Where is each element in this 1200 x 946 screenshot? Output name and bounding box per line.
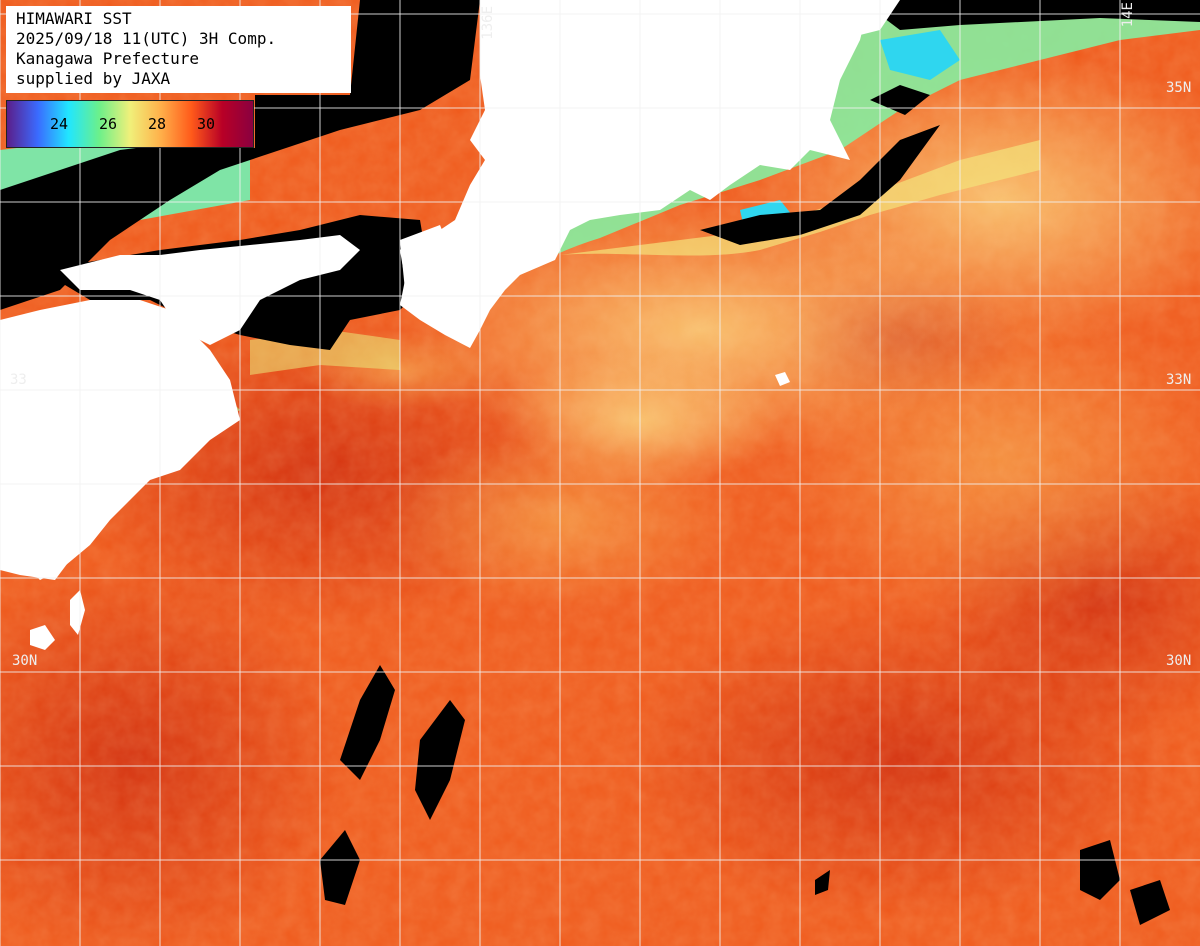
no-data-area bbox=[870, 85, 930, 115]
no-data-area bbox=[340, 665, 395, 780]
product-title: HIMAWARI SST bbox=[16, 9, 132, 28]
land-shikoku bbox=[60, 235, 360, 345]
latitude-label: 35N bbox=[1166, 80, 1192, 96]
no-data-area bbox=[1080, 840, 1120, 900]
land-kii-peninsula bbox=[400, 225, 450, 300]
legend-tick-label: 24 bbox=[49, 115, 69, 133]
land-honshu bbox=[400, 0, 870, 348]
cold-coastal-water bbox=[880, 30, 960, 80]
land-island bbox=[70, 590, 85, 635]
image-info-box: HIMAWARI SST 2025/09/18 11(UTC) 3H Comp.… bbox=[6, 6, 351, 93]
latitude-label: 33N bbox=[1166, 372, 1192, 388]
no-data-area bbox=[320, 830, 360, 905]
no-data-area bbox=[1130, 880, 1170, 925]
latitude-label: 33 bbox=[10, 372, 27, 388]
latitude-label: 30N bbox=[1166, 653, 1192, 669]
land-kyushu-south bbox=[0, 520, 70, 580]
land-island bbox=[775, 372, 790, 386]
no-data-area bbox=[860, 0, 1200, 30]
latitude-label: 30N bbox=[12, 653, 38, 669]
observation-datetime: 2025/09/18 11(UTC) 3H Comp. bbox=[16, 29, 277, 48]
longitude-label: 14E bbox=[1120, 2, 1136, 28]
legend-tick-label: 26 bbox=[98, 115, 118, 133]
land-kyushu bbox=[0, 300, 240, 580]
data-credit: supplied by JAXA bbox=[16, 69, 171, 88]
land-island bbox=[30, 625, 55, 650]
no-data-area bbox=[700, 125, 940, 245]
no-data-area bbox=[815, 870, 830, 895]
legend-tick-label: 28 bbox=[147, 115, 167, 133]
region-name: Kanagawa Prefecture bbox=[16, 49, 200, 68]
no-data-area bbox=[415, 700, 465, 820]
longitude-label: 136E bbox=[480, 6, 496, 40]
temperature-color-legend: 24 26 28 30 bbox=[6, 100, 254, 148]
legend-tick-label: 30 bbox=[196, 115, 216, 133]
land-peninsula bbox=[760, 0, 900, 40]
